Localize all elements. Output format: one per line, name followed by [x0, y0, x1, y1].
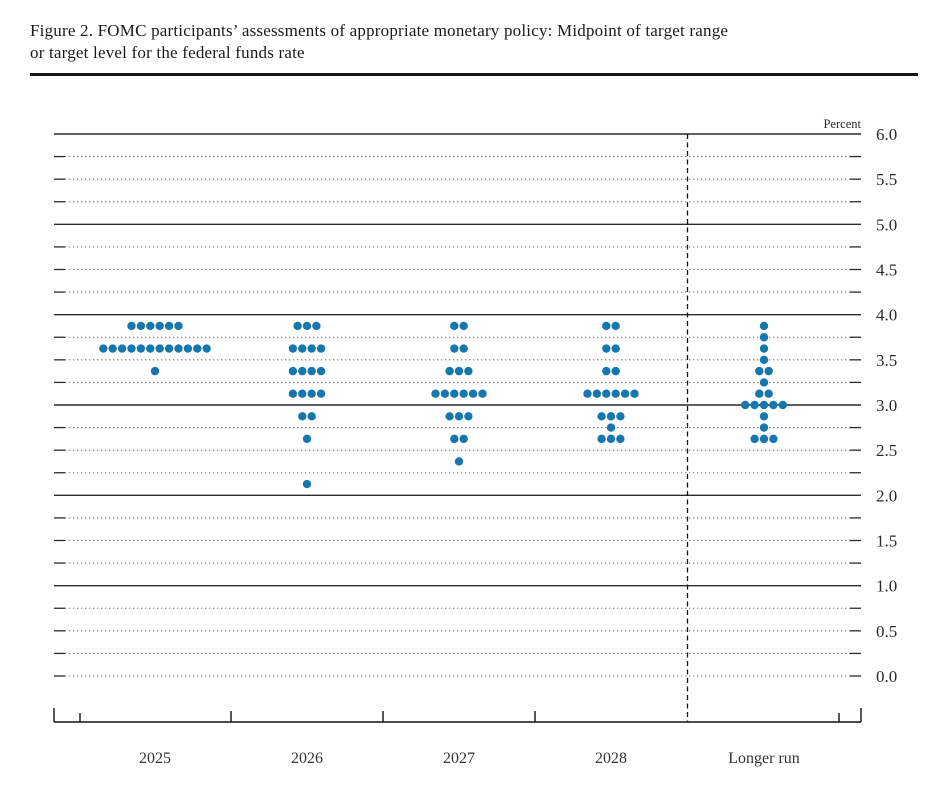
- svg-text:1.0: 1.0: [876, 577, 897, 596]
- figure-title: Figure 2. FOMC participants’ assessments…: [30, 20, 918, 65]
- svg-text:4.0: 4.0: [876, 306, 897, 325]
- svg-text:0.0: 0.0: [876, 667, 897, 686]
- svg-text:4.5: 4.5: [876, 261, 897, 280]
- svg-text:5.0: 5.0: [876, 215, 897, 234]
- svg-text:2028: 2028: [595, 750, 627, 767]
- svg-text:6.0: 6.0: [876, 125, 897, 144]
- svg-text:5.5: 5.5: [876, 170, 897, 189]
- svg-text:2025: 2025: [139, 750, 171, 767]
- figure-title-line1: Figure 2. FOMC participants’ assessments…: [30, 21, 729, 40]
- svg-text:2.0: 2.0: [876, 486, 897, 505]
- svg-text:2.5: 2.5: [876, 441, 897, 460]
- svg-text:3.0: 3.0: [876, 396, 897, 415]
- figure-title-line2: or target level for the federal funds ra…: [30, 43, 305, 63]
- svg-text:Longer run: Longer run: [728, 750, 800, 767]
- svg-text:3.5: 3.5: [876, 351, 897, 370]
- svg-text:2027: 2027: [443, 750, 475, 767]
- svg-text:2026: 2026: [291, 750, 323, 767]
- svg-text:1.5: 1.5: [876, 532, 897, 551]
- figure-header: Figure 2. FOMC participants’ assessments…: [30, 20, 918, 76]
- svg-text:Percent: Percent: [824, 117, 862, 131]
- svg-text:0.5: 0.5: [876, 622, 897, 641]
- title-rule: [30, 72, 918, 76]
